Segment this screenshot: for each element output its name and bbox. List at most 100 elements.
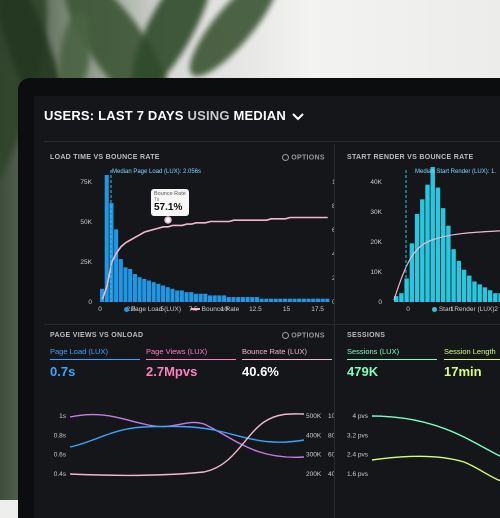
histogram-bar <box>217 295 222 302</box>
tooltip-sub: 7s <box>154 197 160 203</box>
header-stat: MEDIAN <box>233 108 286 123</box>
options-label: OPTIONS <box>291 332 325 340</box>
histogram-bar <box>430 167 435 302</box>
x-tick-label: 2.5 <box>127 306 136 313</box>
kpi-session-length[interactable]: Session Length 17min <box>444 347 500 379</box>
y-tick-label: 0 <box>88 299 92 306</box>
histogram-bar <box>236 297 241 302</box>
settings-dot-icon <box>282 332 289 339</box>
histogram-bar <box>250 297 255 302</box>
legend-page-load: Page Load (LUX) <box>130 306 182 313</box>
x-tick-label: 15 <box>283 306 291 313</box>
y-tick-label: 80 % <box>332 203 334 210</box>
histogram-bar <box>268 298 274 302</box>
legend-line-icon <box>190 308 200 311</box>
y-tick-label: 0 % <box>332 299 334 306</box>
kpi-label: Page Load (LUX) <box>50 347 108 356</box>
histogram-bar <box>425 184 430 302</box>
y-tick-label: 30K <box>370 209 382 216</box>
histogram-bar <box>467 275 472 302</box>
kpi-page-load[interactable]: Page Load (LUX) 0.7s <box>50 347 140 379</box>
y-tick-label: 100 % <box>332 179 334 186</box>
divider <box>334 144 335 518</box>
median-start-render-label: Median Start Render (LUX): 1. <box>415 169 497 175</box>
histogram-bar <box>306 298 311 302</box>
histogram-bar <box>165 287 170 302</box>
histogram-bar <box>440 208 446 302</box>
load-time-legend: Page Load (LUX) Bounce Rate <box>124 306 239 313</box>
start-render-bars <box>394 167 500 302</box>
histogram-bar <box>104 174 109 302</box>
y-tick-label: 60 % <box>332 227 334 234</box>
y-tick-label: 80% <box>328 432 334 439</box>
x-tick-label: 17.5 <box>311 306 324 313</box>
start-render-chart[interactable]: 40K 30K 20K 10K 0 0 1 2 <box>334 162 500 324</box>
start-render-bounce-line <box>393 230 500 301</box>
histogram-bar <box>409 243 415 302</box>
sessions-chart[interactable]: 4 pvs 3.2 pvs 2.4 pvs 1.6 pvs <box>334 392 500 502</box>
histogram-bar <box>292 298 297 302</box>
divider <box>44 141 500 142</box>
y-tick-label: 20 % <box>332 275 334 282</box>
histogram-bar <box>128 269 133 302</box>
kpi-bounce-rate[interactable]: Bounce Rate (LUX) 40.6% <box>242 347 332 379</box>
histogram-bar <box>142 278 147 302</box>
y-tick-label: 2.4 pvs <box>347 452 369 459</box>
histogram-bar <box>287 298 292 302</box>
histogram-bar <box>394 296 399 302</box>
y-tick-label: 75K <box>80 179 92 186</box>
histogram-bar <box>325 298 330 302</box>
histogram-bar <box>207 295 213 302</box>
legend-bounce-rate: Bounce Rate <box>201 306 240 313</box>
y-tick-label: 40% <box>328 471 334 478</box>
options-label: OPTIONS <box>291 154 325 162</box>
options-button[interactable]: OPTIONS <box>282 332 325 339</box>
y-tick-label: 20K <box>370 239 382 246</box>
histogram-bar <box>161 285 166 302</box>
dashboard-screen: USERS: LAST 7 DAYS USING MEDIAN LOAD TIM… <box>34 96 500 518</box>
histogram-bar <box>414 214 420 302</box>
header-prefix: USERS: <box>44 108 95 123</box>
y-tick-label: 0.4s <box>54 471 67 478</box>
kpi-page-views[interactable]: Page Views (LUX) 2.7Mpvs <box>146 347 236 379</box>
x-tick-label: 0 <box>98 306 102 313</box>
y-tick-label: 40 % <box>332 251 334 258</box>
page-views-chart[interactable]: 1s 0.8s 0.6s 0.4s 500K 400K 300K 200K 100% 80% 6… <box>44 392 334 502</box>
kpi-sessions[interactable]: Sessions (LUX) 479K <box>347 347 437 379</box>
tooltip-label: Bounce Rate <box>154 191 186 197</box>
histogram-bar <box>156 283 161 302</box>
histogram-bar <box>404 278 409 302</box>
histogram-bar <box>179 290 184 302</box>
sessions-line <box>371 415 500 457</box>
histogram-bar <box>420 199 425 302</box>
x-tick-label: 1 <box>450 306 454 313</box>
x-tick-label: 0 <box>406 306 410 313</box>
histogram-bar <box>399 293 404 302</box>
bounce-rate-line <box>101 216 328 300</box>
divider <box>44 324 500 325</box>
histogram-bar <box>456 260 462 302</box>
y-tick-label: 60% <box>328 452 334 459</box>
histogram-bar <box>100 288 105 302</box>
histogram-bar <box>254 297 259 302</box>
kpi-value: 0.7s <box>50 364 76 379</box>
histogram-bar <box>189 292 194 302</box>
page-load-line <box>69 425 305 448</box>
kpi-label: Session Length <box>444 347 496 356</box>
chevron-down-icon[interactable] <box>292 112 304 121</box>
histogram-bar <box>461 269 467 302</box>
y-tick-label: 200K <box>306 471 322 478</box>
histogram-bar <box>498 293 500 302</box>
y-tick-label: 1s <box>59 413 67 420</box>
header-range: LAST 7 DAYS <box>98 108 184 123</box>
histogram-bar <box>123 267 128 302</box>
kpi-label: Page Views (LUX) <box>146 347 208 356</box>
histogram-bar <box>264 298 269 302</box>
y-tick-label: 10K <box>370 269 382 276</box>
y-tick-label: 3.2 pvs <box>347 432 369 439</box>
dashboard-header[interactable]: USERS: LAST 7 DAYS USING MEDIAN <box>44 108 304 123</box>
header-using: USING <box>187 108 230 123</box>
options-button[interactable]: OPTIONS <box>282 154 325 161</box>
histogram-bar <box>114 229 119 302</box>
